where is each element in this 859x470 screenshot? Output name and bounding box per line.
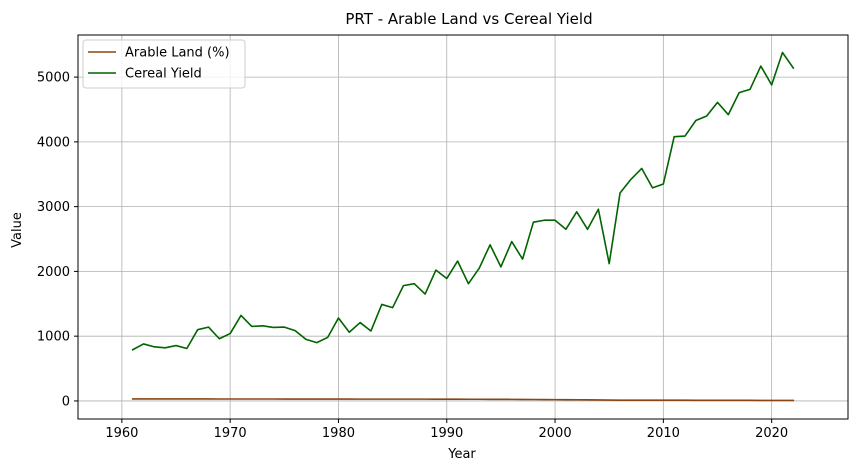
x-tick-label: 2000 bbox=[539, 426, 572, 441]
x-axis-label: Year bbox=[447, 447, 476, 462]
y-tick-label: 5000 bbox=[37, 71, 70, 86]
y-tick-label: 2000 bbox=[37, 265, 70, 280]
x-tick-label: 2020 bbox=[755, 426, 788, 441]
grid-lines bbox=[78, 35, 848, 419]
legend-label-cereal-yield: Cereal Yield bbox=[125, 67, 202, 82]
series-line-arable-land bbox=[131, 398, 795, 402]
legend-label-arable-land: Arable Land (%) bbox=[125, 46, 230, 61]
y-tick-label: 3000 bbox=[37, 200, 70, 215]
x-tick-label: 2010 bbox=[647, 426, 680, 441]
series-line-cereal-yield bbox=[131, 51, 795, 351]
y-axis-label: Value bbox=[10, 212, 25, 248]
y-tick-label: 0 bbox=[62, 394, 70, 409]
x-tick-label: 1990 bbox=[430, 426, 463, 441]
x-axis-ticks: 1960 1970 1980 1990 2000 2010 2020 bbox=[105, 419, 788, 441]
plot-frame bbox=[77, 34, 849, 420]
y-tick-label: 1000 bbox=[37, 330, 70, 345]
y-tick-label: 4000 bbox=[37, 135, 70, 150]
x-tick-label: 1970 bbox=[214, 426, 247, 441]
legend-box bbox=[82, 39, 246, 89]
legend: Arable Land (%) Cereal Yield bbox=[82, 39, 246, 89]
x-tick-label: 1980 bbox=[322, 426, 355, 441]
series-lines bbox=[131, 51, 795, 402]
chart-title: PRT - Arable Land vs Cereal Yield bbox=[345, 10, 592, 28]
y-axis-ticks: 0 1000 2000 3000 4000 5000 bbox=[37, 71, 78, 409]
x-tick-label: 1960 bbox=[105, 426, 138, 441]
